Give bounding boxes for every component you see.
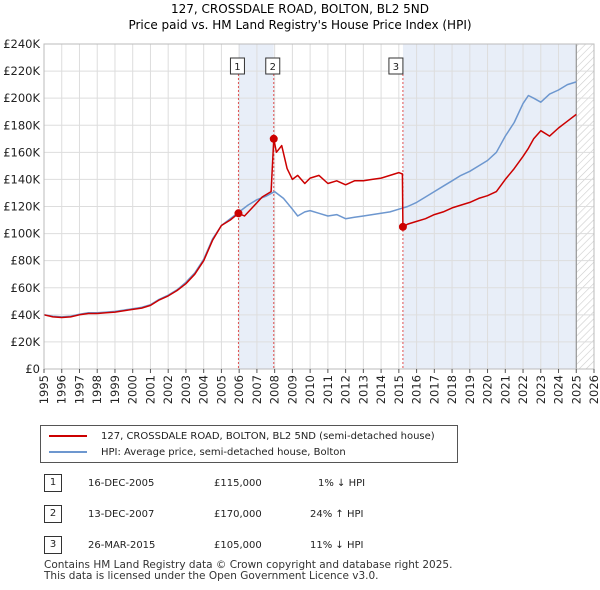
x-tick-label: 2011 [321,375,335,404]
sale-label-box: 1 [229,57,245,75]
x-tick-label: 1996 [55,375,69,404]
x-tick-label: 2012 [339,375,353,404]
x-tick-label: 2015 [392,375,406,404]
x-axis: 1995 1996 1997 1998 1999 2000 2001 2002 2003 2004… [37,369,600,404]
x-tick-label: 2020 [481,375,495,404]
footer-licence: This data is licensed under the Open Gov… [44,570,379,582]
sale-badge: 3 [44,536,62,554]
x-tick-label: 2001 [143,375,157,404]
sale-point [398,222,407,231]
x-tick-label: 2002 [161,375,175,404]
legend-label-property: 127, CROSSDALE ROAD, BOLTON, BL2 5ND (se… [101,430,435,442]
x-tick-label: 1997 [72,375,86,404]
chart-legend: 127, CROSSDALE ROAD, BOLTON, BL2 5ND (se… [40,425,458,463]
y-tick-label: £220K [3,64,40,78]
x-tick-label: 2000 [126,375,140,404]
table-row: 3 26-MAR-2015 £105,000 11% ↓ HPI [44,536,564,554]
legend-swatch-hpi [49,451,87,453]
x-tick-label: 2004 [197,375,211,404]
series-lines [43,81,577,319]
sale-price: £170,000 [214,509,262,520]
footer-notice: Contains HM Land Registry data © Crown c… [44,560,452,582]
x-tick-label: 1999 [108,375,122,404]
price-chart: 127, CROSSDALE ROAD, BOLTON, BL2 5ND Pri… [3,2,600,404]
legend-label-hpi: HPI: Average price, semi-detached house,… [101,446,346,458]
x-tick-label: 1995 [37,375,51,404]
legend-item-hpi: HPI: Average price, semi-detached house,… [41,444,346,460]
x-tick-label: 2024 [552,375,566,404]
x-tick-label: 2023 [534,375,548,404]
x-tick-label: 2006 [232,375,246,404]
x-tick-label: 2014 [374,375,388,404]
sale-point [269,134,278,143]
sale-badge: 2 [44,505,62,523]
y-tick-label: £40K [11,308,41,322]
y-tick-label: £240K [3,37,40,51]
legend-swatch-property [49,435,87,437]
legend-item-property: 127, CROSSDALE ROAD, BOLTON, BL2 5ND (se… [41,428,435,444]
x-tick-label: 2010 [303,375,317,404]
x-tick-label: 2018 [445,375,459,404]
x-tick-label: 2013 [356,375,370,404]
x-tick-label: 2025 [569,375,583,404]
sale-hpi-diff: 1% ↓ HPI [318,478,366,489]
sale-price: £115,000 [214,478,262,489]
sale-markers [237,74,404,369]
sale-date: 13-DEC-2007 [88,509,155,520]
y-axis: £0 £20K £40K £60K £80K £100K £120K £140K £160K £1… [3,37,595,376]
y-tick-label: £100K [3,227,40,241]
sale-price: £105,000 [214,540,262,551]
x-tick-label: 2021 [498,375,512,404]
sale-point [234,209,243,218]
sale-label-number: 3 [393,62,399,73]
sale-label-number: 1 [234,62,240,73]
y-tick-label: £120K [3,200,40,214]
sale-label-number: 2 [270,62,276,73]
sale-hpi-diff: 11% ↓ HPI [310,540,364,551]
sale-labels: 1 2 3 [229,57,404,75]
plot-border [43,43,595,370]
table-row: 1 16-DEC-2005 £115,000 1% ↓ HPI [44,474,564,492]
table-row: 2 13-DEC-2007 £170,000 24% ↑ HPI [44,505,564,523]
sale-label-box: 2 [265,57,281,75]
x-tick-label: 2007 [250,375,264,404]
x-tick-label: 2022 [516,375,530,404]
sale-badge: 1 [44,474,62,492]
y-tick-label: £80K [11,254,41,268]
y-tick-label: £140K [3,172,40,186]
sale-points [234,134,407,231]
x-tick-label: 2016 [410,375,424,404]
y-tick-label: £0 [25,362,40,376]
sale-hpi-diff: 24% ↑ HPI [310,509,364,520]
x-tick-label: 2026 [587,375,600,404]
y-tick-label: £20K [11,335,41,349]
chart-title: 127, CROSSDALE ROAD, BOLTON, BL2 5ND [171,2,429,16]
x-tick-label: 1998 [90,375,104,404]
y-tick-label: £180K [3,118,40,132]
y-tick-label: £60K [11,281,41,295]
x-tick-label: 2005 [214,375,228,404]
chart-subtitle: Price paid vs. HM Land Registry's House … [128,18,471,32]
x-tick-label: 2017 [427,375,441,404]
x-tick-label: 2009 [285,375,299,404]
x-tick-label: 2003 [179,375,193,404]
series-line [43,113,577,319]
y-tick-label: £160K [3,145,40,159]
sale-label-box: 3 [388,57,404,75]
x-tick-label: 2008 [268,375,282,404]
footer-copyright: Contains HM Land Registry data © Crown c… [44,559,453,571]
sale-date: 16-DEC-2005 [88,478,155,489]
x-tick-label: 2019 [463,375,477,404]
sale-date: 26-MAR-2015 [88,540,156,551]
y-tick-label: £200K [3,91,40,105]
